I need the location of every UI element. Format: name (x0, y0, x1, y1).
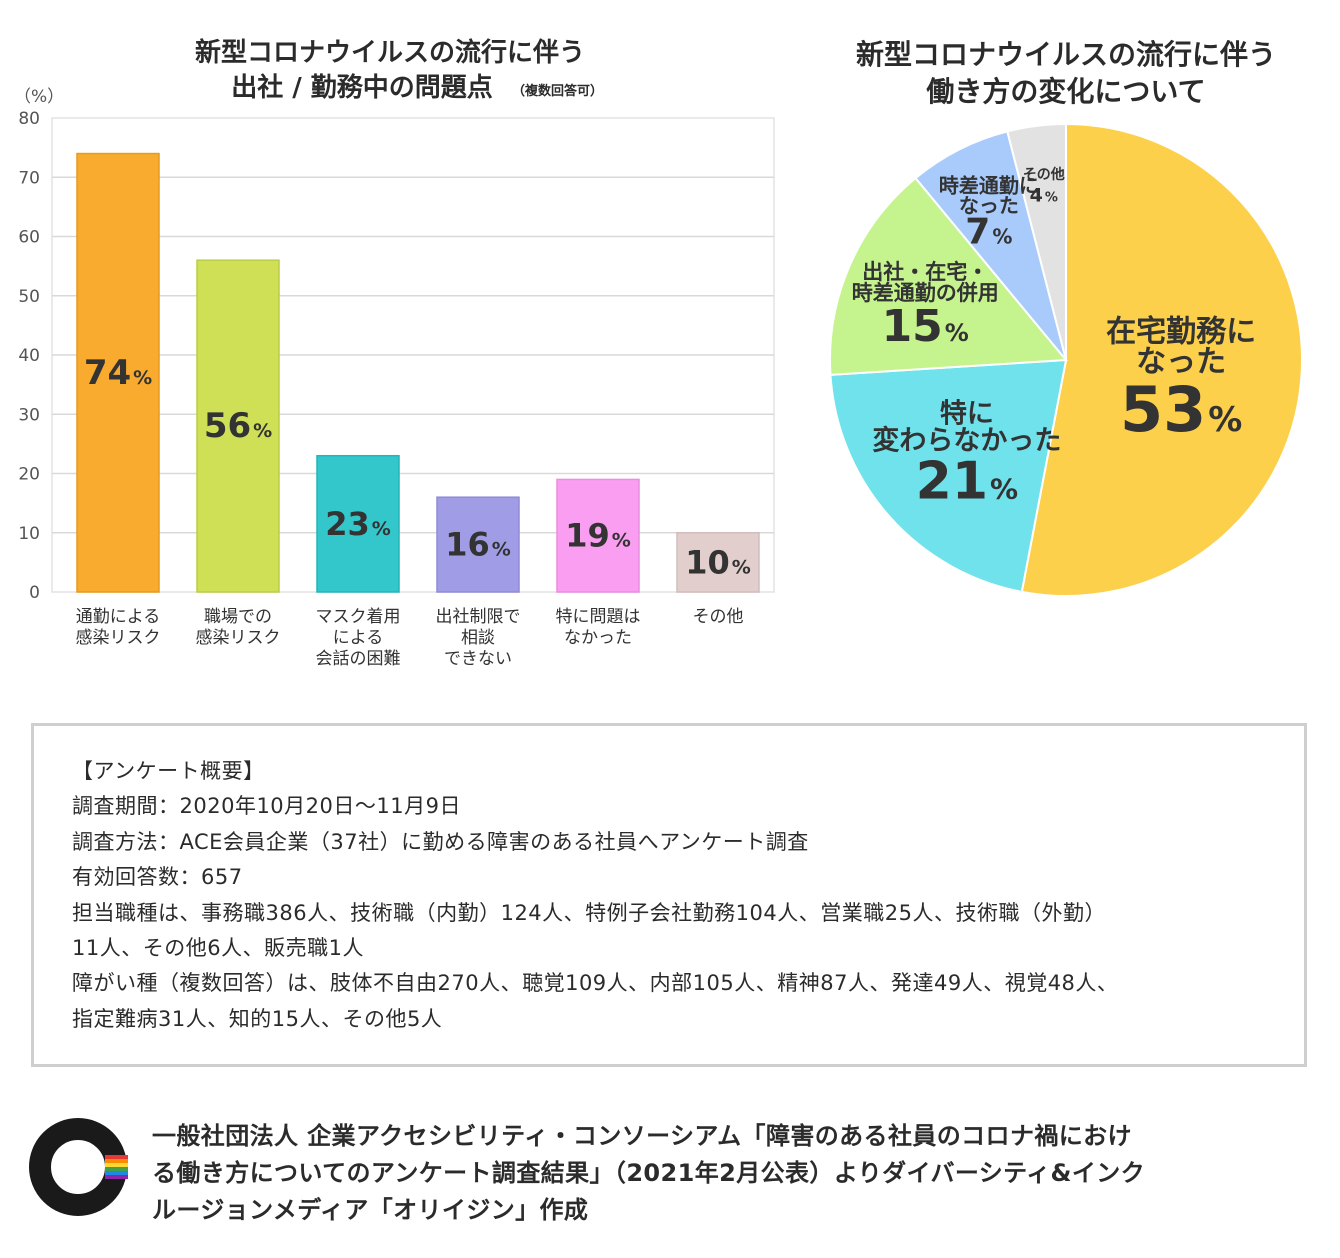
rainbow-stripe (105, 1163, 128, 1167)
category-label: 感染リスク (76, 628, 161, 648)
footer-line-2: る働き方についてのアンケート調査結果」（2021年2月公表）よりダイバーシティ&… (152, 1159, 1146, 1187)
footer-line-1: 一般社団法人 企業アクセシビリティ・コンソーシアム「障害のある社員のコロナ禍にお… (152, 1122, 1132, 1150)
y-tick-label: 80 (18, 109, 40, 129)
footer-credit: 一般社団法人 企業アクセシビリティ・コンソーシアム「障害のある社員のコロナ禍にお… (152, 1118, 1322, 1229)
pie-slice (1020, 122, 1303, 597)
y-tick-label: 60 (18, 228, 40, 248)
y-tick-label: 10 (18, 524, 40, 544)
rainbow-stripe (105, 1171, 128, 1175)
pie-label-text: 出社・在宅・ (862, 260, 988, 284)
pie-chart-title-line-2: 働き方の変化について (925, 75, 1205, 108)
pie-value-label: 7% (965, 212, 1012, 253)
y-grid (52, 176, 774, 534)
pie-label-text: 時差通勤に (939, 174, 1039, 198)
survey-summary-box: 【アンケート概要】 調査期間：2020年10月20日〜11月9日 調査方法：AC… (31, 723, 1307, 1067)
pie-slice (1006, 122, 1067, 361)
category-label: その他 (693, 607, 744, 627)
category-label: 感染リスク (196, 628, 281, 648)
survey-jobs-line-1: 担当職種は、事務職386人、技術職（内勤）124人、特例子会社勤務104人、営業… (72, 900, 1106, 925)
survey-method: 調査方法：ACE会員企業（37社）に勤める障害のある社員へアンケート調査 (72, 829, 809, 854)
y-tick-label: 20 (18, 465, 40, 485)
bar (316, 454, 400, 593)
bar-value-label: 19% (565, 517, 631, 555)
y-tick-label: 30 (18, 405, 40, 425)
pie-chart-title-line-1: 新型コロナウイルスの流行に伴う (856, 38, 1276, 71)
rainbow-stripe (105, 1159, 128, 1163)
bar-value-label: 74% (84, 353, 152, 393)
bar (676, 532, 760, 593)
bars (76, 152, 760, 593)
bar-chart: 新型コロナウイルスの流行に伴う 出社 / 勤務中の問題点 （複数回答可） （%）… (14, 37, 775, 669)
pie-label-text: 変わらなかった (872, 425, 1061, 457)
survey-disability-line-2: 指定難病31人、知的15人、その他5人 (72, 1006, 443, 1031)
pie-slice (829, 176, 1069, 376)
category-label: なかった (564, 628, 632, 648)
category-label: 職場での (204, 607, 272, 627)
bar-chart-subtitle: 出社 / 勤務中の問題点 (231, 72, 493, 103)
y-tick-label: 50 (18, 287, 40, 307)
pie-slices (829, 122, 1303, 597)
category-label: マスク着用 (316, 607, 401, 627)
pie-label-text: 特に (940, 399, 994, 430)
category-label: 出社制限で (436, 607, 521, 627)
bar-value-label: 23% (325, 505, 391, 543)
bar-labels: 74 % 56 % 23% 16% 19 % 10% (84, 353, 751, 582)
bar (556, 478, 640, 593)
bar (436, 496, 520, 593)
footer-line-3: ルージョンメディア「オリイジン」作成 (152, 1196, 589, 1224)
pie-chart: 新型コロナウイルスの流行に伴う 働き方の変化について 在宅勤務になった53%特に… (829, 38, 1303, 597)
category-label: 会話の困難 (316, 649, 401, 669)
survey-heading: 【アンケート概要】 (72, 759, 265, 783)
y-tick-label: 40 (18, 346, 40, 366)
pie-slice (914, 130, 1067, 361)
bar-value-label: 10% (685, 543, 751, 581)
pie-label-text: 時差通勤の併用 (852, 281, 999, 305)
category-label: できない (444, 649, 512, 669)
bar-chart-title: 新型コロナウイルスの流行に伴う (195, 37, 585, 68)
pie-label-text: その他 (1023, 166, 1065, 183)
category-label: による (333, 628, 384, 648)
rainbow-stripe (105, 1155, 128, 1159)
pie-slice (829, 358, 1068, 593)
y-tick-label: 70 (18, 168, 40, 188)
pie-value-label: 21% (916, 452, 1018, 512)
pie-label-text: なった (1136, 344, 1226, 379)
y-ticks: 0 10 20 30 40 50 60 70 80 (18, 109, 40, 603)
bar-value-label: 56% (204, 406, 272, 446)
origin-logo-icon (29, 1118, 128, 1216)
category-labels: 通勤による感染リスク職場での感染リスクマスク着用による会話の困難出社制限で相談で… (76, 607, 744, 669)
rainbow-stripe (105, 1175, 128, 1179)
survey-disability-line-1: 障がい種（複数回答）は、肢体不自由270人、聴覚109人、内部105人、精神87… (72, 971, 1119, 996)
survey-jobs-line-2: 11人、その他6人、販売職1人 (72, 936, 364, 961)
bar-chart-subtitle-note: （複数回答可） (512, 83, 603, 99)
category-label: 通勤による (76, 607, 161, 627)
bar (196, 259, 280, 593)
survey-period: 調査期間：2020年10月20日〜11月9日 (72, 794, 461, 819)
pie-label-text: なった (959, 194, 1019, 218)
rainbow-stripe (105, 1167, 128, 1171)
y-axis-unit: （%） (14, 87, 64, 107)
pie-value-label: 4% (1030, 185, 1058, 207)
category-label: 相談 (461, 628, 495, 648)
bar-value-label: 16% (445, 526, 511, 564)
pie-value-label: 53% (1120, 373, 1242, 446)
category-label: 特に問題は (556, 607, 641, 627)
bar (76, 152, 160, 593)
pie-label-text: 在宅勤務に (1106, 314, 1256, 349)
survey-responses: 有効回答数：657 (72, 865, 243, 890)
y-tick-label: 0 (29, 583, 40, 603)
pie-labels: 在宅勤務になった53%特に変わらなかった21%出社・在宅・時差通勤の併用15%時… (852, 166, 1256, 512)
pie-value-label: 15% (882, 301, 969, 352)
